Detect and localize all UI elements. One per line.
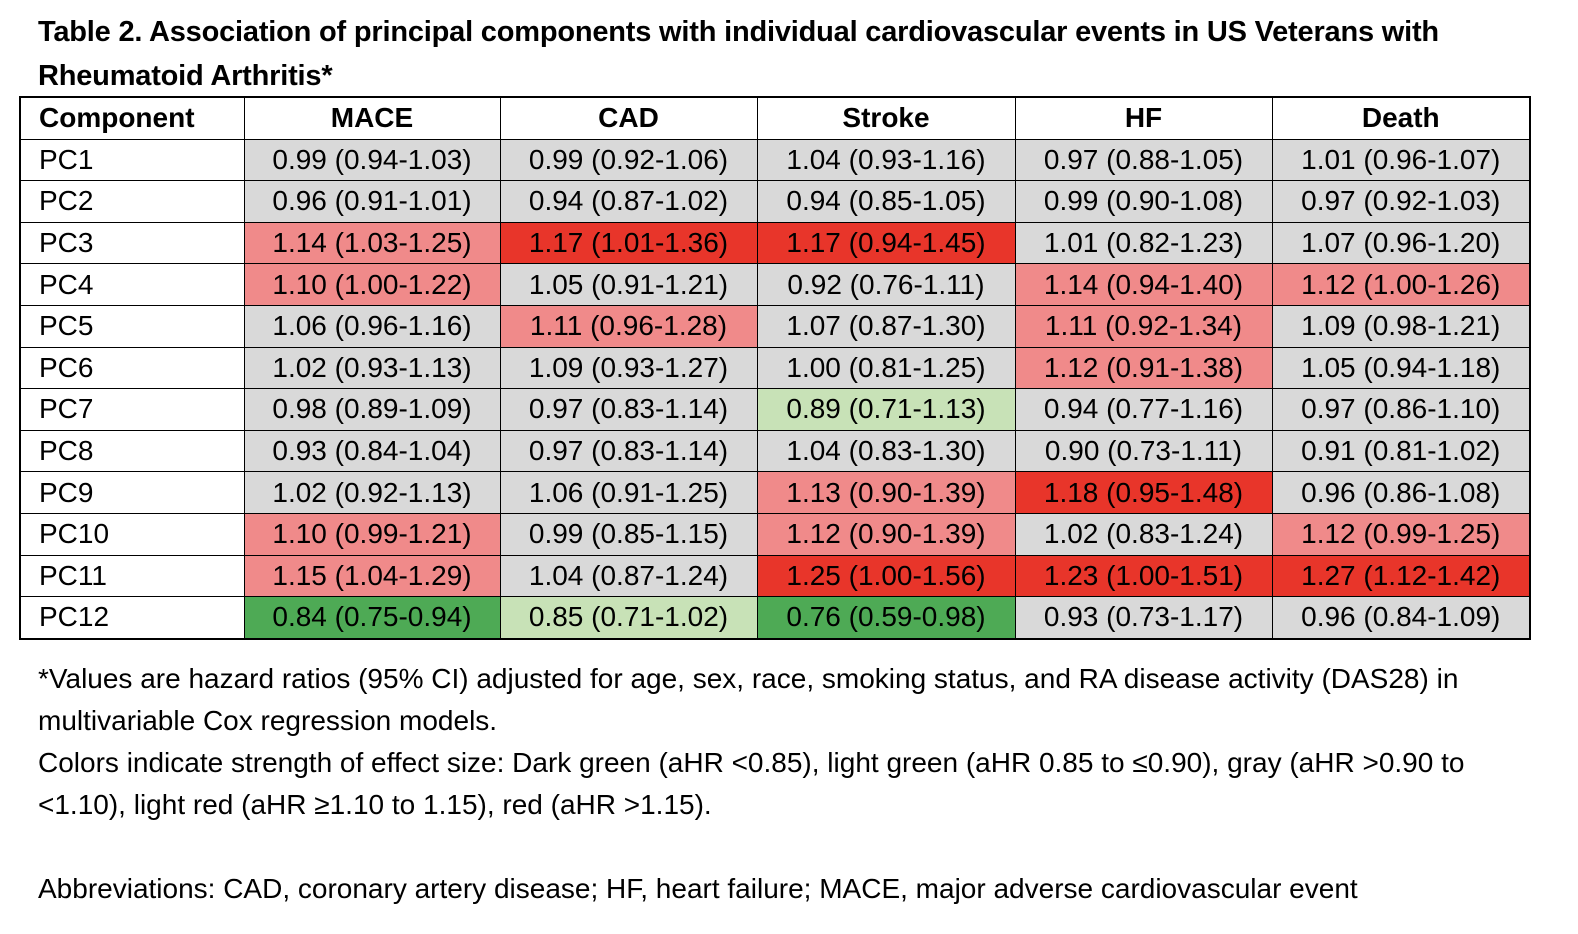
hazard-ratio-cell-death: 1.01 (0.96-1.07): [1271, 138, 1531, 182]
component-cell: PC10: [19, 512, 245, 556]
hazard-ratio-cell-hf: 1.02 (0.83-1.24): [1014, 512, 1273, 556]
hazard-ratio-cell-hf: 1.11 (0.92-1.34): [1014, 304, 1273, 348]
column-header-stroke: Stroke: [756, 96, 1016, 140]
hazard-ratio-cell-hf: 1.14 (0.94-1.40): [1014, 263, 1273, 306]
hazard-ratio-cell-death: 1.27 (1.12-1.42): [1271, 554, 1531, 598]
component-cell: PC11: [19, 554, 245, 598]
column-header-mace: MACE: [243, 96, 501, 140]
hazard-ratio-cell-stroke: 1.04 (0.93-1.16): [756, 138, 1016, 182]
hazard-ratio-cell-hf: 0.99 (0.90-1.08): [1014, 180, 1273, 223]
table-row: PC8 0.93 (0.84-1.04) 0.97 (0.83-1.14) 1.04 …: [19, 429, 1531, 473]
hazard-ratio-cell-cad: 0.97 (0.83-1.14): [499, 429, 758, 473]
header-row: Component MACE CAD Stroke HF Death: [19, 96, 1531, 140]
hazard-ratio-cell-hf: 0.94 (0.77-1.16): [1014, 388, 1273, 431]
hazard-ratio-cell-hf: 0.90 (0.73-1.11): [1014, 429, 1273, 473]
column-header-hf: HF: [1014, 96, 1273, 140]
hazard-ratio-cell-cad: 1.11 (0.96-1.28): [499, 304, 758, 348]
footnote-text: *Values are hazard ratios (95% CI) adjus…: [38, 663, 1459, 736]
table-notes: *Values are hazard ratios (95% CI) adjus…: [38, 658, 1538, 910]
table-row: PC10 1.10 (0.99-1.21) 0.99 (0.85-1.15) 1.12…: [19, 512, 1531, 556]
hazard-ratio-cell-mace: 1.10 (1.00-1.22): [243, 263, 501, 306]
component-cell: PC1: [19, 138, 245, 182]
hazard-ratio-cell-cad: 0.99 (0.85-1.15): [499, 512, 758, 556]
table-row: PC6 1.02 (0.93-1.13) 1.09 (0.93-1.27) 1.00 …: [19, 346, 1531, 390]
hazard-ratio-cell-stroke: 0.89 (0.71-1.13): [756, 388, 1016, 431]
hazard-ratio-cell-mace: 0.93 (0.84-1.04): [243, 429, 501, 473]
hazard-ratio-cell-death: 1.12 (1.00-1.26): [1271, 263, 1531, 306]
component-cell: PC3: [19, 221, 245, 265]
hazard-ratio-cell-mace: 1.02 (0.93-1.13): [243, 346, 501, 390]
component-cell: PC4: [19, 263, 245, 306]
column-header-death: Death: [1271, 96, 1531, 140]
table-row: PC11 1.15 (1.04-1.29) 1.04 (0.87-1.24) 1.25…: [19, 554, 1531, 598]
hazard-ratio-cell-stroke: 1.25 (1.00-1.56): [756, 554, 1016, 598]
hazard-ratio-cell-mace: 0.98 (0.89-1.09): [243, 388, 501, 431]
hazard-ratio-cell-hf: 1.12 (0.91-1.38): [1014, 346, 1273, 390]
hazard-ratio-cell-death: 1.12 (0.99-1.25): [1271, 512, 1531, 556]
hazard-ratio-cell-cad: 0.85 (0.71-1.02): [499, 596, 758, 640]
hazard-ratio-cell-stroke: 1.12 (0.90-1.39): [756, 512, 1016, 556]
hazard-ratio-cell-death: 1.09 (0.98-1.21): [1271, 304, 1531, 348]
hazard-ratio-cell-death: 0.97 (0.92-1.03): [1271, 180, 1531, 223]
color-legend-text: Colors indicate strength of effect size:…: [38, 747, 1465, 820]
hazard-ratio-cell-death: 0.96 (0.86-1.08): [1271, 471, 1531, 514]
component-cell: PC9: [19, 471, 245, 514]
table-body: PC1 0.99 (0.94-1.03) 0.99 (0.92-1.06) 1.04 …: [19, 138, 1531, 640]
table-title: Table 2. Association of principal compon…: [38, 16, 1439, 92]
notes-spacer: [38, 826, 1538, 868]
hazard-ratio-cell-hf: 0.93 (0.73-1.17): [1014, 596, 1273, 640]
hazard-ratio-cell-mace: 1.15 (1.04-1.29): [243, 554, 501, 598]
component-cell: PC7: [19, 388, 245, 431]
hazard-ratio-cell-cad: 1.04 (0.87-1.24): [499, 554, 758, 598]
table-row: PC1 0.99 (0.94-1.03) 0.99 (0.92-1.06) 1.04 …: [19, 138, 1531, 182]
table-row: PC5 1.06 (0.96-1.16) 1.11 (0.96-1.28) 1.07 …: [19, 304, 1531, 348]
hazard-ratio-cell-stroke: 1.04 (0.83-1.30): [756, 429, 1016, 473]
hazard-ratio-cell-stroke: 0.92 (0.76-1.11): [756, 263, 1016, 306]
hazard-ratio-cell-cad: 1.05 (0.91-1.21): [499, 263, 758, 306]
hazard-ratio-cell-cad: 1.09 (0.93-1.27): [499, 346, 758, 390]
component-cell: PC6: [19, 346, 245, 390]
hazard-ratio-cell-death: 0.97 (0.86-1.10): [1271, 388, 1531, 431]
hazard-ratio-cell-mace: 1.06 (0.96-1.16): [243, 304, 501, 348]
hazard-ratio-cell-hf: 1.01 (0.82-1.23): [1014, 221, 1273, 265]
hazard-ratio-cell-death: 0.91 (0.81-1.02): [1271, 429, 1531, 473]
hazard-ratio-cell-mace: 0.99 (0.94-1.03): [243, 138, 501, 182]
component-cell: PC2: [19, 180, 245, 223]
hazard-ratio-cell-cad: 1.06 (0.91-1.25): [499, 471, 758, 514]
hazard-ratio-cell-stroke: 1.17 (0.94-1.45): [756, 221, 1016, 265]
hazard-ratio-cell-cad: 0.99 (0.92-1.06): [499, 138, 758, 182]
hazard-ratio-cell-mace: 1.10 (0.99-1.21): [243, 512, 501, 556]
hazard-ratio-cell-stroke: 1.07 (0.87-1.30): [756, 304, 1016, 348]
hazard-ratio-cell-stroke: 0.94 (0.85-1.05): [756, 180, 1016, 223]
table-row: PC4 1.10 (1.00-1.22) 1.05 (0.91-1.21) 0.92 …: [19, 263, 1531, 306]
hazard-ratio-cell-death: 0.96 (0.84-1.09): [1271, 596, 1531, 640]
hazard-ratio-cell-stroke: 0.76 (0.59-0.98): [756, 596, 1016, 640]
component-cell: PC8: [19, 429, 245, 473]
component-cell: PC12: [19, 596, 245, 640]
column-header-component: Component: [19, 96, 245, 140]
hazard-ratio-cell-mace: 1.14 (1.03-1.25): [243, 221, 501, 265]
hazard-ratio-cell-cad: 0.94 (0.87-1.02): [499, 180, 758, 223]
hazard-ratio-cell-death: 1.07 (0.96-1.20): [1271, 221, 1531, 265]
hazard-ratio-table: Component MACE CAD Stroke HF Death PC1 0.…: [19, 96, 1531, 640]
hazard-ratio-cell-stroke: 1.00 (0.81-1.25): [756, 346, 1016, 390]
column-header-cad: CAD: [499, 96, 758, 140]
hazard-ratio-cell-mace: 0.96 (0.91-1.01): [243, 180, 501, 223]
hazard-ratio-cell-mace: 1.02 (0.92-1.13): [243, 471, 501, 514]
hazard-ratio-cell-hf: 1.23 (1.00-1.51): [1014, 554, 1273, 598]
table-row: PC2 0.96 (0.91-1.01) 0.94 (0.87-1.02) 0.94 …: [19, 180, 1531, 223]
hazard-ratio-cell-cad: 0.97 (0.83-1.14): [499, 388, 758, 431]
table-row: PC7 0.98 (0.89-1.09) 0.97 (0.83-1.14) 0.89 …: [19, 388, 1531, 431]
hazard-ratio-cell-stroke: 1.13 (0.90-1.39): [756, 471, 1016, 514]
hazard-ratio-cell-mace: 0.84 (0.75-0.94): [243, 596, 501, 640]
hazard-ratio-cell-cad: 1.17 (1.01-1.36): [499, 221, 758, 265]
hazard-ratio-cell-death: 1.05 (0.94-1.18): [1271, 346, 1531, 390]
table-row: PC12 0.84 (0.75-0.94) 0.85 (0.71-1.02) 0.76…: [19, 596, 1531, 640]
component-cell: PC5: [19, 304, 245, 348]
abbreviations-text: Abbreviations: CAD, coronary artery dise…: [38, 873, 1358, 904]
table-row: PC9 1.02 (0.92-1.13) 1.06 (0.91-1.25) 1.13 …: [19, 471, 1531, 514]
hazard-ratio-cell-hf: 1.18 (0.95-1.48): [1014, 471, 1273, 514]
table-row: PC3 1.14 (1.03-1.25) 1.17 (1.01-1.36) 1.17 …: [19, 221, 1531, 265]
hazard-ratio-cell-hf: 0.97 (0.88-1.05): [1014, 138, 1273, 182]
